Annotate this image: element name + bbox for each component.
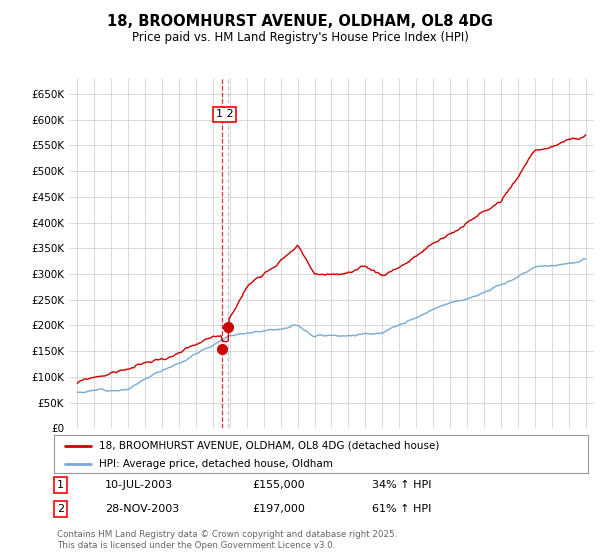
Text: Contains HM Land Registry data © Crown copyright and database right 2025.
This d: Contains HM Land Registry data © Crown c… [57,530,397,550]
Text: 2: 2 [57,504,64,514]
Text: 61% ↑ HPI: 61% ↑ HPI [372,504,431,514]
Text: Price paid vs. HM Land Registry's House Price Index (HPI): Price paid vs. HM Land Registry's House … [131,31,469,44]
Text: 1 2: 1 2 [216,109,233,119]
Text: 1: 1 [57,480,64,490]
Text: 28-NOV-2003: 28-NOV-2003 [105,504,179,514]
Text: £197,000: £197,000 [252,504,305,514]
Text: 18, BROOMHURST AVENUE, OLDHAM, OL8 4DG: 18, BROOMHURST AVENUE, OLDHAM, OL8 4DG [107,14,493,29]
Text: 34% ↑ HPI: 34% ↑ HPI [372,480,431,490]
Text: HPI: Average price, detached house, Oldham: HPI: Average price, detached house, Oldh… [100,459,333,469]
Text: 18, BROOMHURST AVENUE, OLDHAM, OL8 4DG (detached house): 18, BROOMHURST AVENUE, OLDHAM, OL8 4DG (… [100,441,440,451]
Text: £155,000: £155,000 [252,480,305,490]
Text: 10-JUL-2003: 10-JUL-2003 [105,480,173,490]
